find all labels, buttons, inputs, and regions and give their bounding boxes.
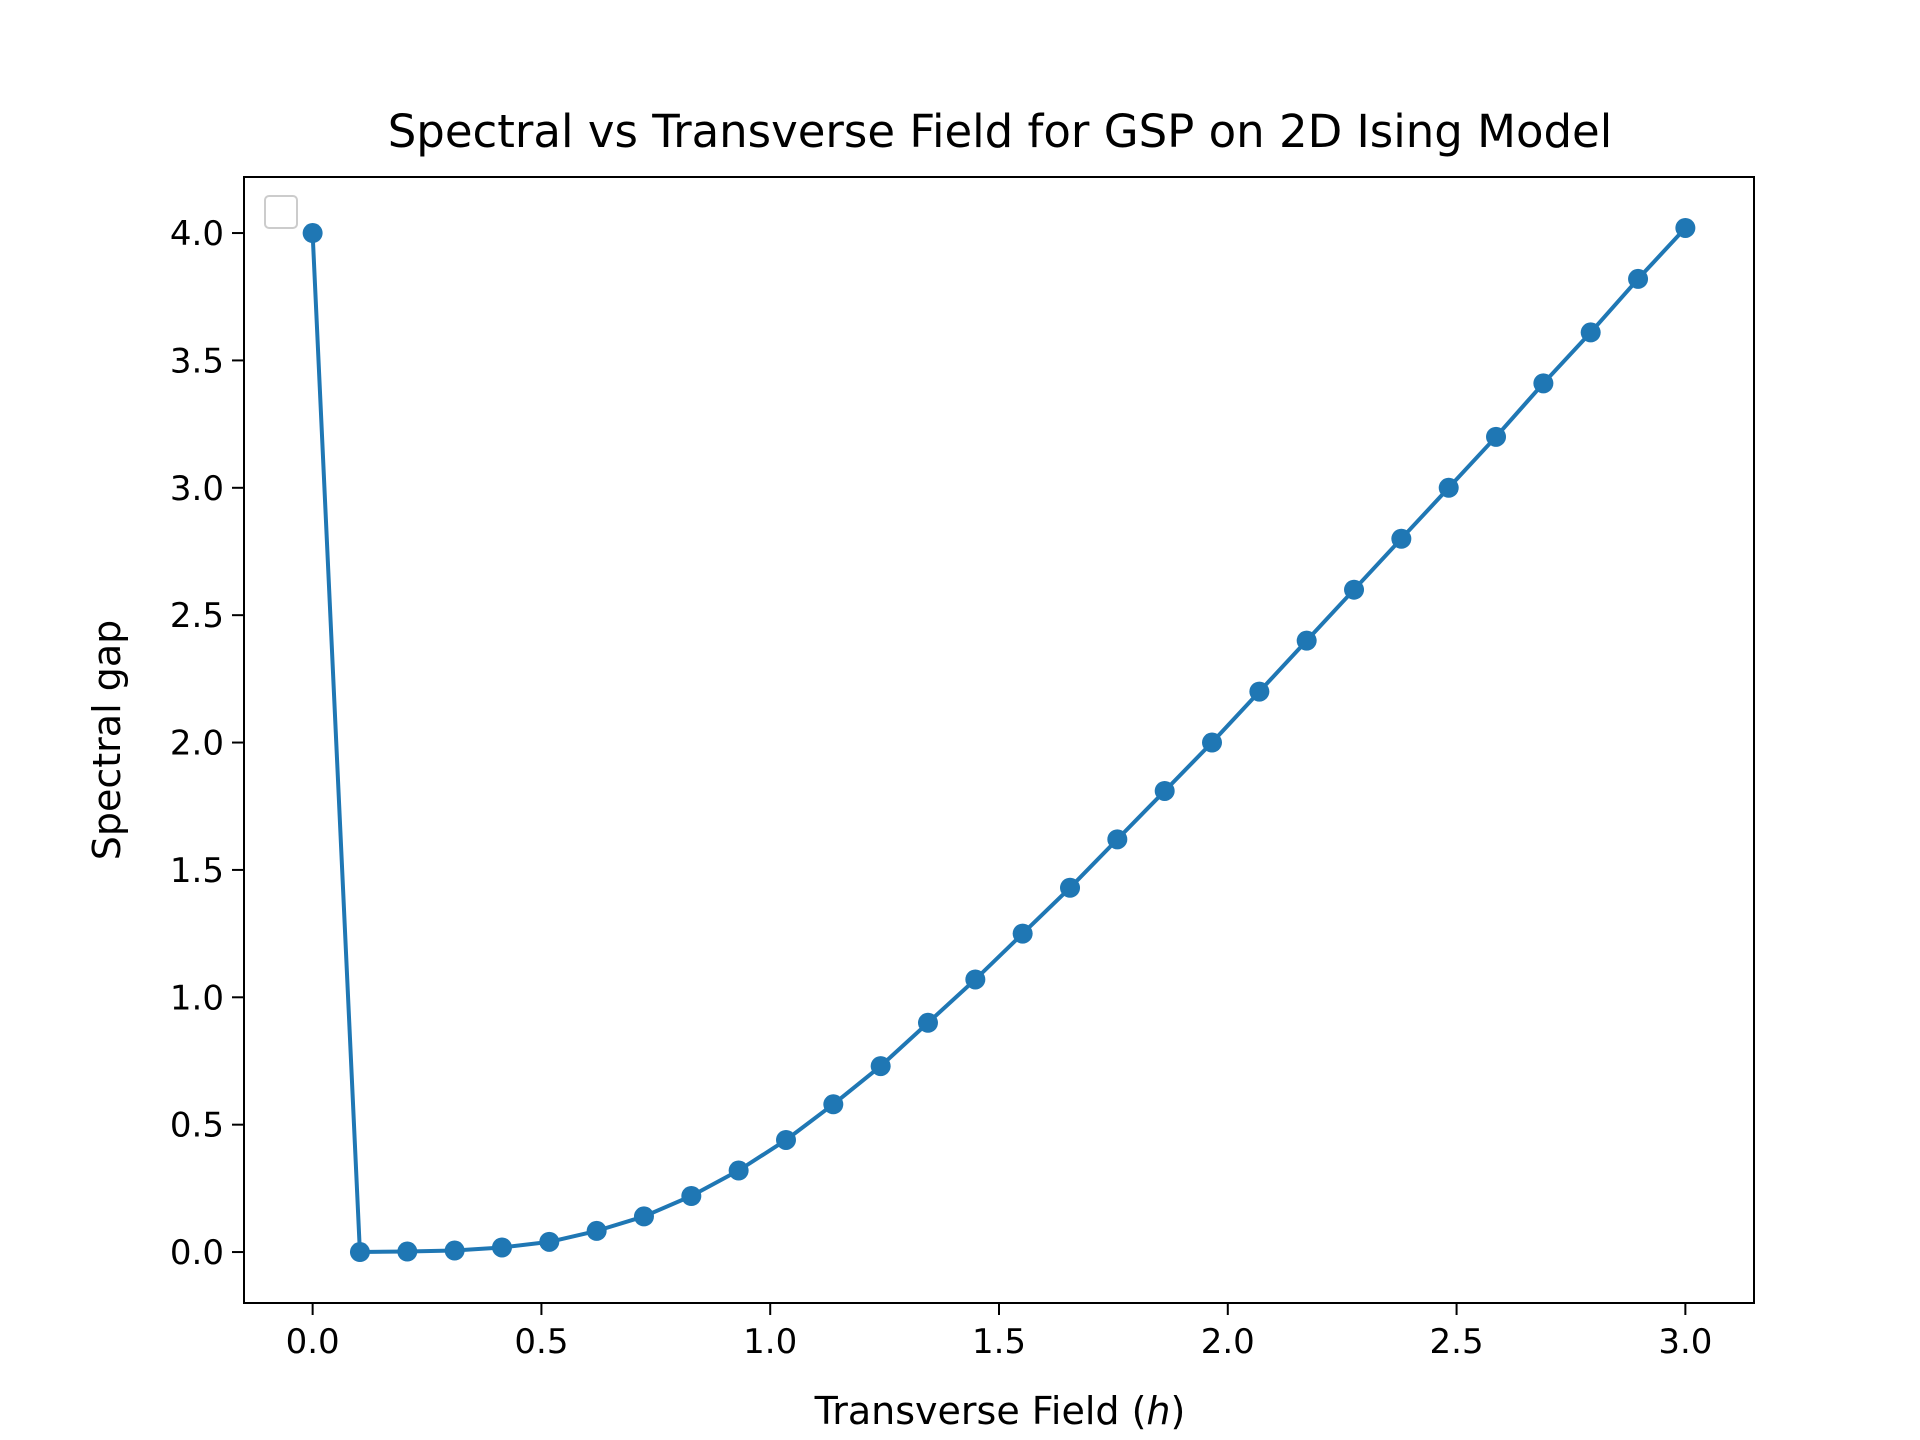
- y-tick-label: 2.0: [170, 724, 224, 764]
- x-axis-label-main: Transverse Field (: [814, 1389, 1147, 1433]
- data-point: [917, 1012, 938, 1033]
- y-axis-label: Spectral gap: [85, 620, 129, 861]
- data-point: [1580, 322, 1601, 343]
- x-axis-label-close: ): [1171, 1389, 1186, 1433]
- data-point: [1060, 877, 1081, 898]
- data-point: [681, 1186, 702, 1207]
- x-tick-label: 0.0: [286, 1322, 340, 1362]
- data-point: [1344, 579, 1365, 600]
- x-tick-label: 2.0: [1201, 1322, 1255, 1362]
- x-tick-label: 2.5: [1430, 1322, 1484, 1362]
- data-point: [1628, 268, 1649, 289]
- x-tick-label: 3.0: [1658, 1322, 1712, 1362]
- data-point: [633, 1206, 654, 1227]
- plot-area: [302, 217, 1696, 1263]
- data-point: [728, 1160, 749, 1181]
- data-point: [1391, 528, 1412, 549]
- data-point: [1202, 732, 1223, 753]
- x-axis-label: Transverse Field (h): [814, 1389, 1186, 1433]
- data-point: [823, 1094, 844, 1115]
- x-tick-label: 1.5: [972, 1322, 1026, 1362]
- data-point: [1438, 477, 1459, 498]
- data-point: [1533, 373, 1554, 394]
- data-point: [302, 223, 323, 244]
- data-point: [870, 1056, 891, 1077]
- y-tick-label: 2.5: [170, 596, 224, 636]
- data-point: [775, 1129, 796, 1150]
- plot-frame: [243, 176, 1755, 1304]
- data-point: [1154, 780, 1175, 801]
- y-tick-label: 1.0: [170, 978, 224, 1018]
- x-tick-label: 1.0: [743, 1322, 797, 1362]
- y-tick-label: 3.0: [170, 469, 224, 509]
- legend-box: [264, 195, 298, 229]
- y-tick-label: 3.5: [170, 341, 224, 381]
- data-point: [1107, 829, 1128, 850]
- x-axis-label-var: h: [1146, 1389, 1170, 1433]
- data-point: [965, 969, 986, 990]
- y-tick-label: 4.0: [170, 214, 224, 254]
- y-tick-label: 1.5: [170, 851, 224, 891]
- data-point: [1486, 426, 1507, 447]
- series-line: [310, 226, 1687, 1254]
- data-point: [586, 1220, 607, 1241]
- data-point: [397, 1241, 418, 1262]
- data-point: [1675, 217, 1696, 238]
- data-point: [539, 1231, 560, 1252]
- x-tick-label: 0.5: [514, 1322, 568, 1362]
- data-point: [491, 1237, 512, 1258]
- y-tick-label: 0.0: [170, 1233, 224, 1273]
- data-point: [349, 1242, 370, 1263]
- data-point: [1249, 681, 1270, 702]
- ticks: 0.0 0.5 1.0 1.5 2.0 2.5 3.0 0.0 0.5 1.0 1.5 2.0 2.5 3…: [170, 214, 1712, 1362]
- y-tick-label: 0.5: [170, 1106, 224, 1146]
- data-point: [444, 1240, 465, 1261]
- data-point: [1296, 630, 1317, 651]
- data-point: [1012, 923, 1033, 944]
- chart-title: Spectral vs Transverse Field for GSP on …: [388, 105, 1613, 158]
